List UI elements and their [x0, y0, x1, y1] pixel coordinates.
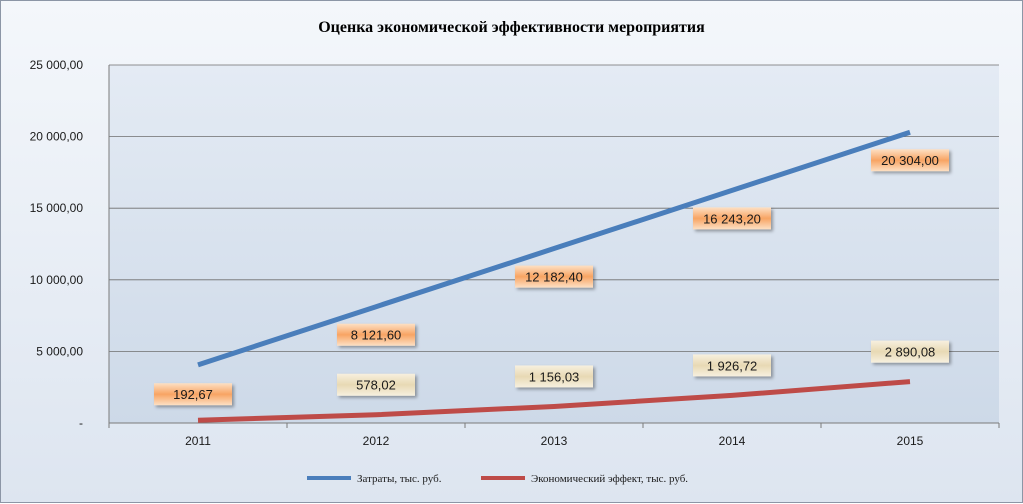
series-line-1	[197, 129, 911, 368]
data-label-box	[515, 365, 593, 388]
x-tick-label: 2012	[363, 434, 390, 448]
series-line-2	[197, 379, 911, 423]
legend-item-1: Затраты, тыс. руб.	[307, 473, 442, 485]
y-axis: - 5 000,00 10 000,00 15 000,00 20 000,00 25 0…	[30, 58, 110, 430]
data-label-box	[693, 207, 771, 230]
data-label-box	[871, 340, 949, 363]
series-lines	[197, 129, 911, 423]
data-label-text: 192,67	[173, 387, 213, 402]
data-label-text: 1 926,72	[707, 358, 758, 373]
data-label: 2 890,08	[871, 340, 949, 363]
legend: Затраты, тыс. руб. Экономический эффект, …	[307, 473, 688, 485]
data-label-box	[515, 265, 593, 288]
data-label: 16 243,20	[693, 207, 771, 230]
y-tick-label: 15 000,00	[30, 201, 84, 215]
data-label-text: 1 156,03	[529, 369, 580, 384]
plot-area	[109, 65, 999, 423]
legend-item-2: Экономический эффект, тыс. руб.	[481, 473, 688, 485]
data-label-box	[154, 383, 232, 406]
x-tick-label: 2014	[719, 434, 746, 448]
x-axis: 2011 2012 2013 2014 2015	[108, 422, 1000, 448]
data-label: 20 304,00	[871, 149, 949, 172]
data-labels: 8 121,60 12 182,40 16 243,20 20 304,00 192,6…	[154, 149, 949, 406]
legend-label: Экономический эффект, тыс. руб.	[531, 473, 688, 485]
x-tick-label: 2011	[185, 434, 211, 448]
data-label: 578,02	[337, 373, 415, 396]
data-label-box	[337, 323, 415, 346]
data-label-text: 12 182,40	[525, 270, 583, 285]
x-tick-label: 2013	[541, 434, 568, 448]
data-label: 1 926,72	[693, 354, 771, 377]
data-label-box	[871, 149, 949, 172]
y-tick-label: -	[79, 416, 83, 430]
data-label-text: 20 304,00	[881, 153, 939, 168]
data-label-text: 578,02	[356, 378, 396, 393]
y-tick-label: 25 000,00	[30, 58, 84, 72]
y-tick-label: 20 000,00	[30, 130, 84, 144]
data-label-box	[693, 354, 771, 377]
data-label-text: 16 243,20	[703, 211, 761, 226]
legend-label: Затраты, тыс. руб.	[357, 473, 442, 485]
y-tick-label: 5 000,00	[36, 344, 83, 358]
x-tick-label: 2015	[897, 434, 924, 448]
data-label-box	[337, 373, 415, 396]
data-label: 12 182,40	[515, 265, 593, 288]
data-label-text: 2 890,08	[885, 345, 936, 360]
y-tick-label: 10 000,00	[30, 273, 84, 287]
data-label: 1 156,03	[515, 365, 593, 388]
data-label: 8 121,60	[337, 323, 415, 346]
data-label-text: 8 121,60	[351, 328, 402, 343]
chart-title: Оценка экономической эффективности мероп…	[318, 19, 705, 36]
data-label: 192,67	[154, 383, 232, 406]
